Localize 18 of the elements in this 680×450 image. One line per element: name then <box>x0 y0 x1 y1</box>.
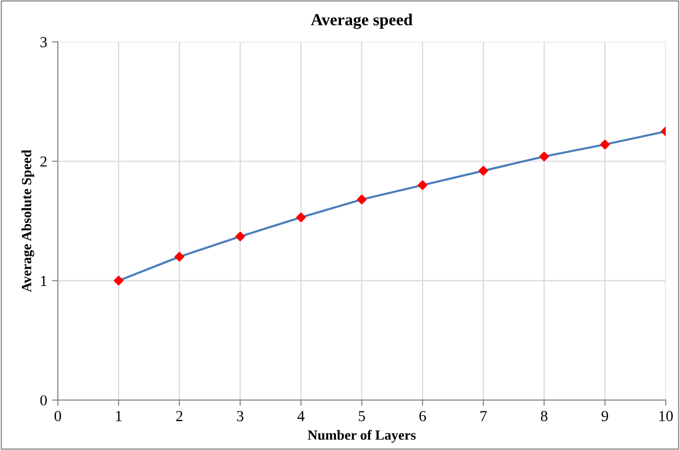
x-tick-label: 8 <box>540 410 548 422</box>
x-axis-title: Number of Layers <box>308 430 416 443</box>
x-tick-label: 10 <box>659 410 673 422</box>
y-tick-label: 0 <box>40 395 47 406</box>
x-tick-label: 9 <box>602 410 608 422</box>
y-axis-title: Average Absolute Speed <box>21 150 34 292</box>
x-tick-label: 6 <box>419 410 426 422</box>
x-tick-label: 1 <box>116 410 122 422</box>
chart-title: Average speed <box>310 14 413 29</box>
y-tick-label: 1 <box>41 276 46 286</box>
x-tick-label: 4 <box>297 411 305 422</box>
x-tick-label: 5 <box>358 411 365 422</box>
x-tick-label: 3 <box>237 410 244 422</box>
y-tick-label: 3 <box>40 37 47 48</box>
x-tick-label: 2 <box>176 410 182 422</box>
y-tick-label: 2 <box>40 156 47 167</box>
x-tick-label: 7 <box>480 411 487 422</box>
x-tick-label: 0 <box>54 410 62 422</box>
